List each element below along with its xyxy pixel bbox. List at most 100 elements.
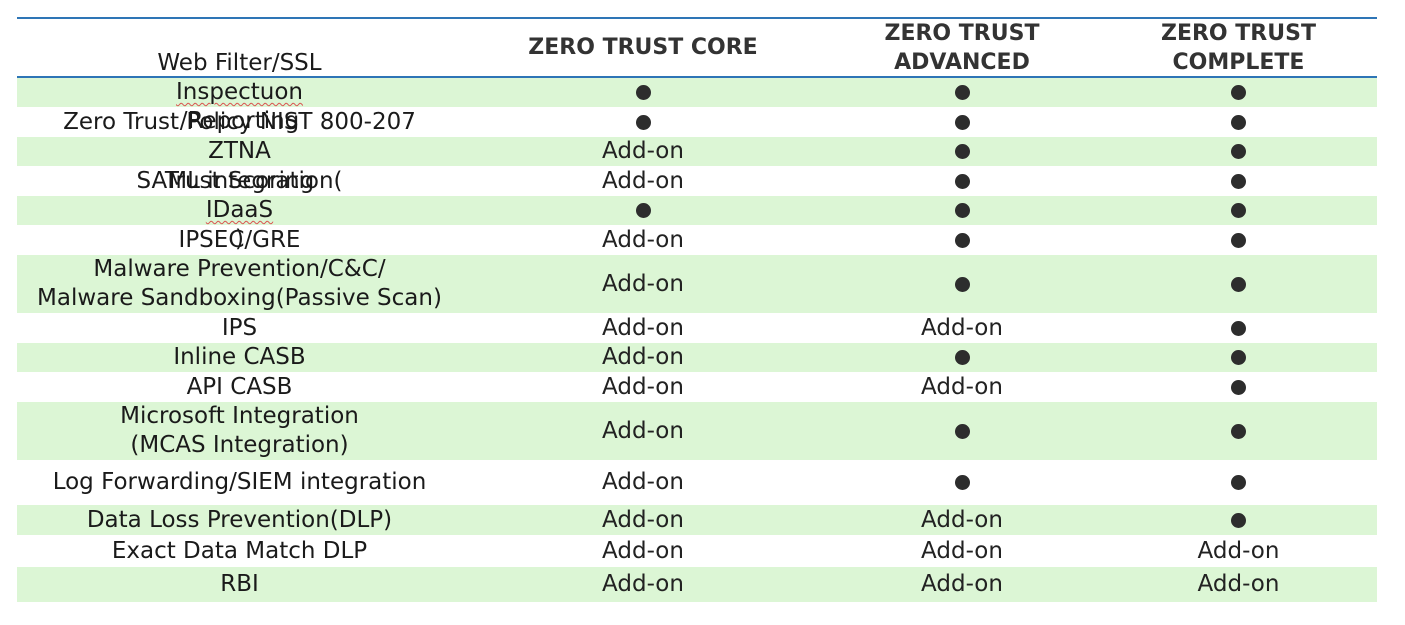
advanced-cell [824, 137, 1100, 166]
included-dot-icon [954, 114, 970, 130]
table-row: Data Loss Prevention(DLP) Add-on Add-on [17, 505, 1377, 535]
table-row: IPSEC/GRE Add-on [17, 225, 1377, 255]
feature-name: Log Forwarding/SIEM integration [17, 468, 462, 497]
addon-label: Add-on [602, 537, 684, 564]
complete-cell [1100, 343, 1377, 372]
addon-label: Add-on [602, 344, 684, 370]
feature-name: Exact Data Match DLP [17, 537, 462, 566]
table-row: Trust Scoring Add-on [17, 166, 1377, 196]
advanced-cell [824, 343, 1100, 372]
included-dot-icon [1231, 350, 1246, 365]
spellcheck-mark: Inspectuon [176, 79, 303, 105]
complete-cell: Add-on [1100, 537, 1377, 566]
header-bottom-rule [17, 76, 1377, 78]
header-complete-line: COMPLETE [1172, 49, 1305, 75]
feature-name-line: Trust Scoring [164, 167, 315, 194]
included-dot-icon [1231, 114, 1246, 130]
core-cell: Add-on [462, 417, 824, 446]
core-cell [462, 196, 824, 225]
advanced-cell: Add-on [824, 506, 1100, 535]
comparison-table: ZERO TRUST CORE ZERO TRUST ADVANCED ZERO… [17, 17, 1377, 602]
feature-name: Microsoft Integration (MCAS Integration) [17, 402, 462, 460]
complete-cell [1100, 108, 1377, 137]
advanced-cell [824, 226, 1100, 255]
feature-name-line: Microsoft Integration [120, 403, 359, 429]
addon-label: Add-on [602, 417, 684, 444]
header-core-line: ZERO TRUST CORE [528, 35, 758, 60]
core-cell: Add-on [462, 270, 824, 299]
feature-name: API CASB [17, 373, 462, 402]
feature-name-line: SAML integration(IDaaS) [17, 167, 462, 254]
included-dot-icon [954, 144, 970, 159]
complete-cell [1100, 137, 1377, 166]
included-dot-icon [635, 85, 651, 100]
feature-name-line: RBI [220, 571, 259, 597]
feature-name-line: Web Filter/SSL Inspectuon/Reporting [17, 49, 462, 136]
addon-label: Add-on [602, 226, 684, 253]
header-complete-line: ZERO TRUST [1161, 20, 1316, 46]
table-row: Microsoft Integration (MCAS Integration) A… [17, 402, 1377, 460]
core-cell: Add-on [462, 537, 824, 566]
included-dot-icon [954, 203, 970, 218]
header-advanced: ZERO TRUST ADVANCED [824, 19, 1100, 77]
table-row: Web Filter/SSL Inspectuon/Reporting [17, 50, 1377, 134]
advanced-cell [824, 108, 1100, 137]
included-dot-icon [635, 203, 651, 218]
included-dot-icon [635, 114, 651, 130]
core-cell: Add-on [462, 314, 824, 343]
feature-name-line: Exact Data Match DLP [111, 537, 368, 564]
included-dot-icon [954, 232, 970, 248]
advanced-cell [824, 270, 1100, 299]
feature-name-line: IPSEC/GRE [178, 226, 301, 253]
table-row: API CASB Add-on Add-on [17, 372, 1377, 402]
advanced-cell: Add-on [824, 537, 1100, 566]
addon-label: Add-on [602, 571, 684, 597]
included-dot-icon [1231, 232, 1246, 248]
feature-name-line: (MCAS Integration) [130, 432, 349, 458]
header-complete: ZERO TRUST COMPLETE [1100, 19, 1377, 77]
included-dot-icon [954, 85, 970, 100]
addon-label: Add-on [602, 138, 684, 164]
feature-name: Zero Trust Policy NIST 800-207 [17, 108, 462, 137]
complete-cell [1100, 270, 1377, 299]
advanced-cell [824, 78, 1100, 107]
table-row: SAML integration(IDaaS) [17, 168, 1377, 252]
addon-label: Add-on [602, 506, 684, 533]
table-row: Malware Prevention/C&C/Malware Sandboxin… [17, 255, 1377, 313]
feature-name: Malware Prevention/C&C/Malware Sandboxin… [17, 255, 462, 313]
included-dot-icon [1231, 475, 1246, 490]
feature-name-line: Log Forwarding/SIEM integration [52, 469, 427, 495]
core-cell: Add-on [462, 137, 824, 166]
feature-name: Data Loss Prevention(DLP) [17, 506, 462, 535]
feature-name: IPS [17, 314, 462, 343]
complete-cell [1100, 78, 1377, 107]
advanced-cell [824, 196, 1100, 225]
advanced-cell: Add-on [824, 314, 1100, 343]
feature-name: Inline CASB [17, 343, 462, 372]
feature-name-line: ZTNA [208, 138, 271, 164]
addon-label: Add-on [602, 270, 684, 297]
included-dot-icon [1231, 379, 1246, 395]
addon-label: Add-on [602, 469, 684, 495]
feature-name: Web Filter/SSL Inspectuon/Reporting [17, 49, 462, 136]
advanced-cell [824, 417, 1100, 446]
included-dot-icon [1231, 203, 1246, 218]
feature-name-line: API CASB [186, 373, 293, 400]
core-cell: Add-on [462, 468, 824, 497]
core-cell: Add-on [462, 570, 824, 599]
included-dot-icon [954, 276, 970, 292]
included-dot-icon [954, 423, 970, 439]
addon-label: Add-on [921, 373, 1003, 400]
addon-label: Add-on [1197, 571, 1280, 597]
core-cell: Add-on [462, 167, 824, 196]
addon-label: Add-on [921, 571, 1003, 597]
included-dot-icon [1231, 173, 1246, 189]
table-top-rule [17, 17, 1377, 19]
complete-cell [1100, 314, 1377, 343]
feature-name-line: Malware Sandboxing(Passive Scan) [37, 285, 442, 311]
complete-cell [1100, 417, 1377, 446]
feature-name: SAML integration(IDaaS) [17, 167, 462, 254]
addon-label: Add-on [921, 506, 1003, 533]
complete-cell [1100, 373, 1377, 402]
core-cell: Add-on [462, 506, 824, 535]
